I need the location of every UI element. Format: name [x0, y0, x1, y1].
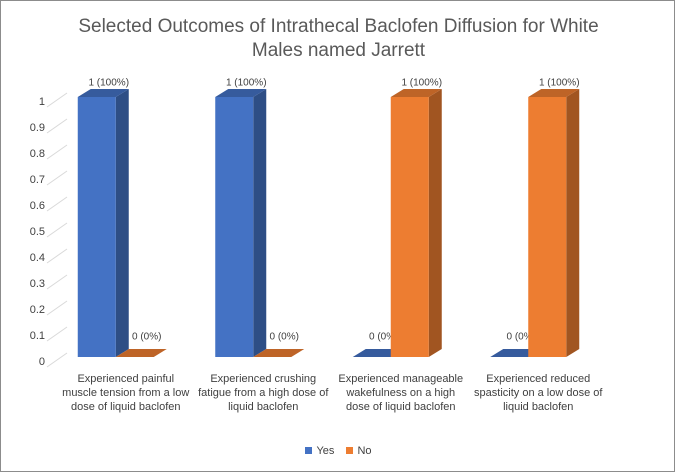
data-label: 0 (0%): [132, 332, 161, 343]
legend-item: Yes: [305, 445, 334, 457]
y-tick-label: 0.9: [30, 122, 45, 134]
bar-front: [390, 97, 429, 357]
bar: [390, 89, 442, 357]
bar-side: [253, 89, 267, 357]
bar-top: [215, 89, 267, 97]
y-tick-label: 0.1: [30, 330, 45, 342]
legend-label: Yes: [316, 445, 335, 457]
bar: [253, 349, 305, 357]
x-tick-label: Experienced painful muscle tension from …: [62, 373, 190, 413]
bar-top: [528, 89, 580, 97]
bar-side: [566, 89, 580, 357]
data-label: 1 (100%): [401, 78, 442, 89]
grid-line: [46, 352, 68, 368]
bar-front: [528, 97, 567, 357]
bar: [215, 89, 267, 357]
grid-line: [46, 300, 68, 316]
grid-line: [46, 118, 68, 134]
bar-top: [115, 349, 167, 357]
x-tick-label: Experienced reduced spasticity on a low …: [474, 373, 603, 413]
bar-top: [253, 349, 305, 357]
y-tick-label: 0.7: [30, 174, 45, 186]
legend-swatch: [305, 447, 313, 454]
x-tick-label: Experienced crushing fatigue from a high…: [198, 373, 329, 413]
grid-line: [46, 196, 68, 212]
y-tick-label: 0.6: [30, 200, 45, 212]
grid-line: [46, 92, 68, 108]
data-label: 1 (100%): [226, 78, 267, 89]
data-label: 1 (100%): [539, 78, 580, 89]
y-tick-label: 0: [39, 356, 45, 368]
y-tick-label: 1: [39, 96, 45, 108]
y-tick-label: 0.5: [30, 226, 45, 238]
data-label: 0 (0%): [369, 332, 398, 343]
bar: [77, 89, 129, 357]
grid-line: [46, 170, 68, 186]
data-label: 0 (0%): [270, 332, 299, 343]
y-tick-label: 0.2: [30, 304, 45, 316]
chart-title: Selected Outcomes of Intrathecal Baclofe…: [78, 16, 599, 61]
legend-item: No: [346, 445, 372, 457]
data-label: 1 (100%): [88, 78, 129, 89]
bar-top: [390, 89, 442, 97]
bar-side: [428, 89, 442, 357]
grid-line: [46, 248, 68, 264]
grid-line: [46, 144, 68, 160]
legend-label: No: [357, 445, 372, 457]
bar: [528, 89, 580, 357]
bar-front: [77, 97, 116, 357]
y-tick-label: 0.4: [30, 252, 45, 264]
legend-swatch: [346, 447, 354, 454]
y-tick-label: 0.3: [30, 278, 45, 290]
bar: [115, 349, 167, 357]
y-tick-label: 0.8: [30, 148, 45, 160]
data-label: 0 (0%): [507, 332, 536, 343]
grid-line: [46, 326, 68, 342]
bar-front: [215, 97, 254, 357]
legend: Yes No: [1, 445, 674, 457]
bar-top: [77, 89, 129, 97]
grid-line: [46, 274, 68, 290]
x-tick-label: Experienced manageable wakefulness on a …: [338, 373, 464, 413]
grid-line: [46, 222, 68, 238]
bar-side: [115, 89, 129, 357]
